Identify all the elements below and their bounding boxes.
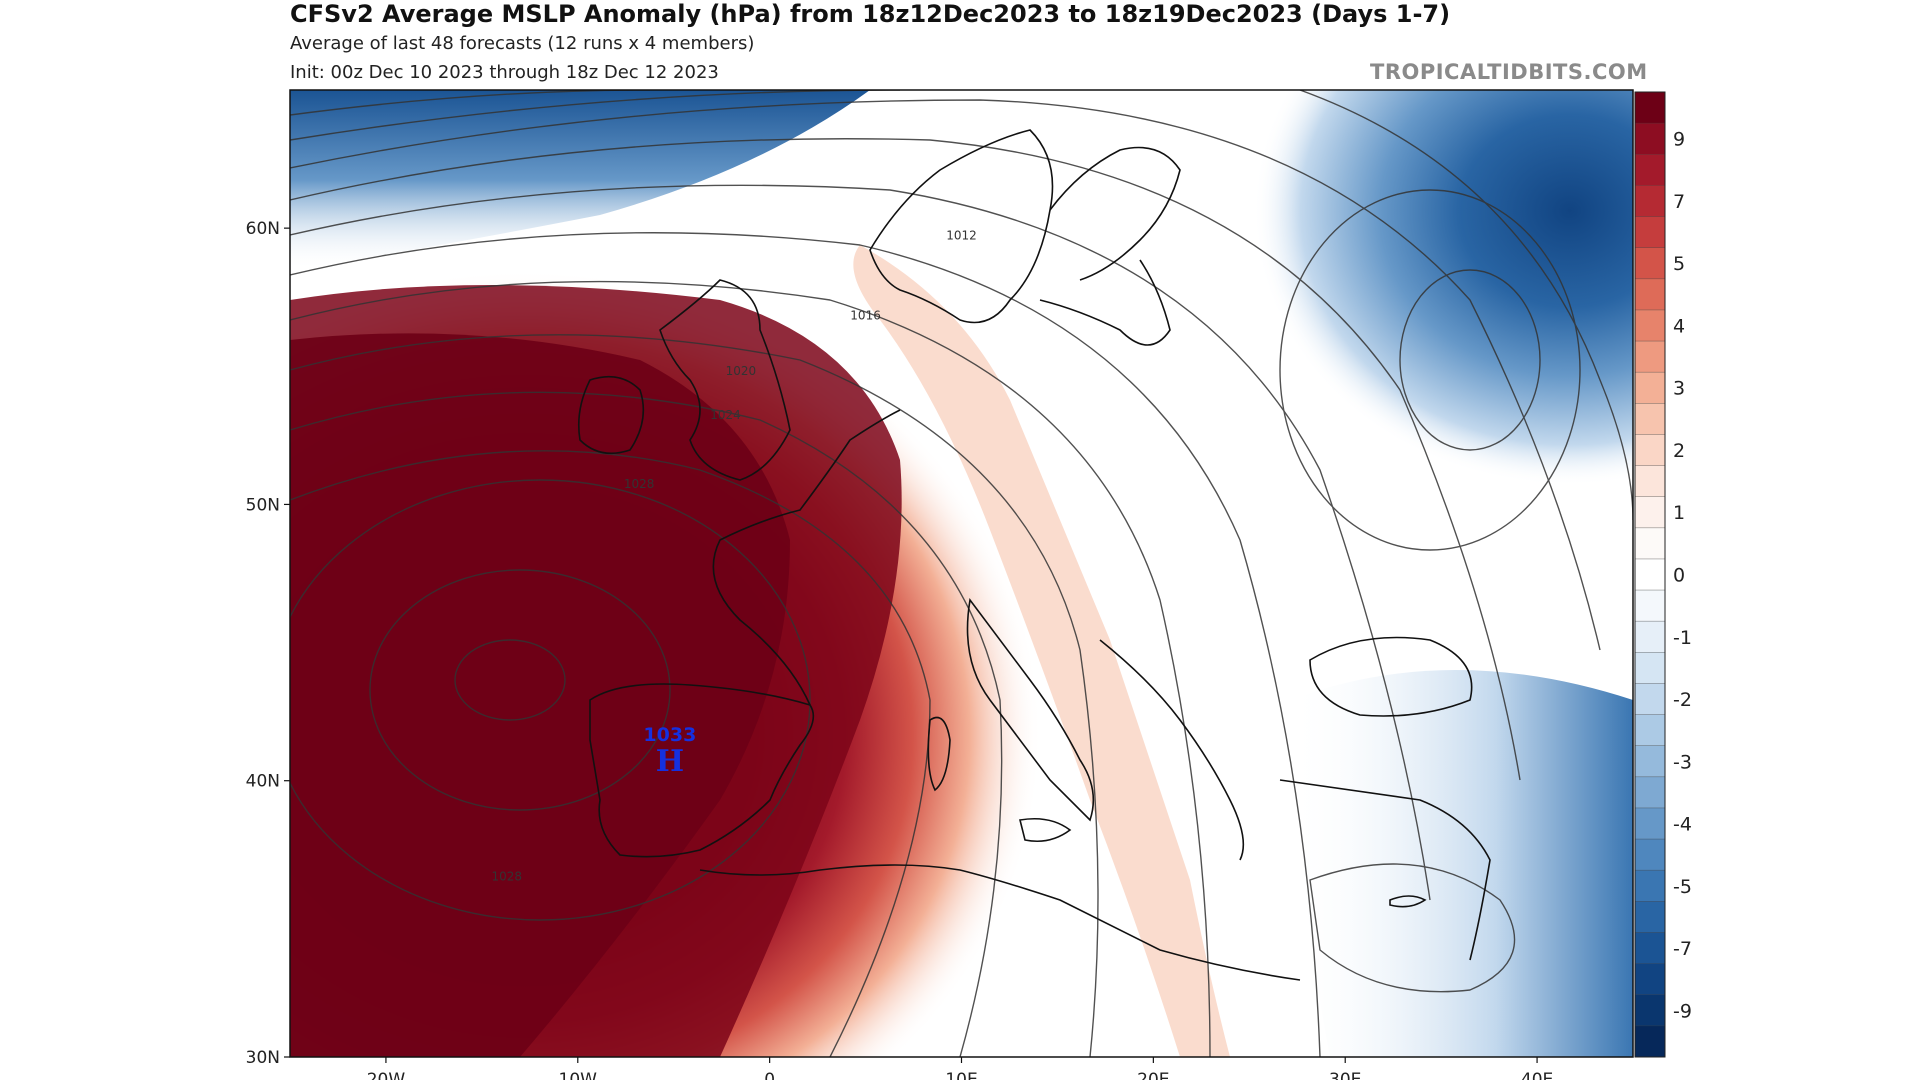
colorbar-segment <box>1635 527 1665 560</box>
colorbar-label: 5 <box>1673 253 1685 275</box>
lon-tick-label: 0 <box>764 1070 775 1080</box>
lon-tick-label: 20E <box>1137 1070 1169 1080</box>
lon-tick-label: 10W <box>559 1070 598 1080</box>
isobar-label: 1028 <box>624 477 655 491</box>
isobar-labels: 1012 1016 1020 1024 1028 1028 <box>492 228 977 883</box>
colorbar-segment <box>1635 496 1665 529</box>
lon-tick-label: 20W <box>367 1070 406 1080</box>
isobar-label: 1016 <box>850 309 881 323</box>
colorbar-segment <box>1635 92 1665 124</box>
lon-tick-label: 10E <box>945 1070 977 1080</box>
colorbar-segment <box>1635 558 1665 591</box>
colorbar-label: 1 <box>1673 502 1685 524</box>
colorbar-frame <box>1634 91 1666 1058</box>
colorbar-label: -7 <box>1673 938 1692 960</box>
colorbar-segment <box>1635 590 1665 622</box>
colorbar-label: -3 <box>1673 751 1692 773</box>
colorbar-label: -4 <box>1673 814 1692 836</box>
colorbar-segment <box>1635 994 1665 1027</box>
latitude-axis: 60N 50N 40N 30N <box>246 219 290 1068</box>
colorbar-label: -5 <box>1673 876 1692 898</box>
lat-tick-label: 40N <box>246 772 280 792</box>
high-pressure-marker: H <box>656 744 684 779</box>
chart-title: CFSv2 Average MSLP Anomaly (hPa) from 18… <box>290 0 1451 28</box>
colorbar-segment <box>1635 465 1665 498</box>
colorbar-segment <box>1635 839 1665 871</box>
colorbar-segment <box>1635 341 1665 373</box>
colorbar-segment <box>1635 745 1665 778</box>
colorbar-segment <box>1635 683 1665 716</box>
colorbar-segment <box>1635 216 1665 249</box>
colorbar-label: 7 <box>1673 191 1685 213</box>
colorbar-label: -2 <box>1673 689 1692 711</box>
source-credit: TROPICALTIDBITS.COM <box>1370 60 1648 84</box>
colorbar-segment <box>1635 652 1665 684</box>
lon-tick-label: 30E <box>1329 1070 1361 1080</box>
colorbar-segment <box>1635 1025 1665 1058</box>
colorbar-segment <box>1635 123 1665 155</box>
longitude-axis: 20W 10W 0 10E 20E 30E 40E <box>367 1057 1553 1080</box>
isobar-label: 1028 <box>492 869 523 883</box>
lat-tick-label: 50N <box>246 495 280 515</box>
coastlines <box>577 129 1491 981</box>
colorbar-segment <box>1635 776 1665 809</box>
colorbar-segment <box>1635 309 1665 342</box>
lat-tick-label: 60N <box>246 219 280 239</box>
anomaly-shading: 1012 1016 1020 1024 1028 1028 1033 H <box>290 90 1633 1057</box>
colorbar-label: -1 <box>1673 627 1692 649</box>
high-pressure-value: 1033 <box>643 724 696 746</box>
lon-tick-label: 40E <box>1521 1070 1553 1080</box>
colorbar-segment <box>1635 963 1665 996</box>
colorbar-label: 3 <box>1673 378 1685 400</box>
colorbar-segment <box>1635 278 1665 311</box>
colorbar-label: -9 <box>1673 1000 1692 1022</box>
colorbar-segment <box>1635 185 1665 218</box>
isobar-label: 1012 <box>946 228 977 242</box>
colorbar-segment <box>1635 870 1665 902</box>
colorbar-segment <box>1635 932 1665 965</box>
colorbar-segment <box>1635 807 1665 840</box>
lat-tick-label: 30N <box>246 1048 280 1068</box>
colorbar-segment <box>1635 403 1665 435</box>
isobar-contours <box>290 90 1633 1057</box>
colorbar: 9 7 5 4 3 2 1 0 -1 -2 -3 -4 -5 -7 -9 <box>1634 91 1692 1058</box>
isobar-label: 1024 <box>710 408 741 422</box>
colorbar-label: 0 <box>1673 565 1685 587</box>
colorbar-segment <box>1635 247 1665 280</box>
colorbar-segment <box>1635 372 1665 404</box>
forecast-average-note: Average of last 48 forecasts (12 runs x … <box>290 33 755 54</box>
colorbar-segment <box>1635 154 1665 186</box>
colorbar-segment <box>1635 621 1665 653</box>
init-time-range: Init: 00z Dec 10 2023 through 18z Dec 12… <box>290 62 719 83</box>
isobar-label: 1020 <box>726 364 757 378</box>
colorbar-segment <box>1635 714 1665 747</box>
colorbar-segment <box>1635 901 1665 933</box>
colorbar-segment <box>1635 434 1665 467</box>
colorbar-label: 4 <box>1673 315 1685 337</box>
colorbar-label: 2 <box>1673 440 1685 462</box>
colorbar-label: 9 <box>1673 129 1685 151</box>
